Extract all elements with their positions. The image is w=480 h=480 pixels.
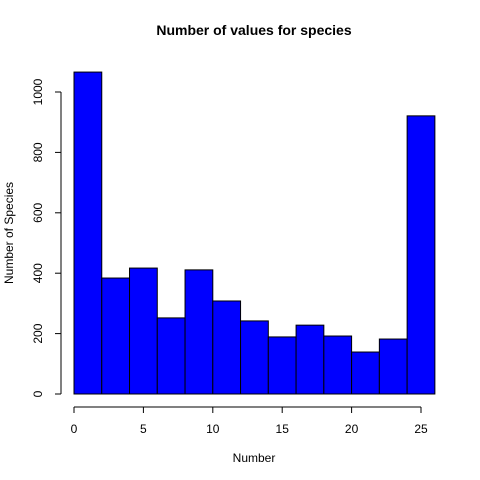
- y-axis-label: Number of Species: [2, 182, 16, 284]
- x-tick-label: 25: [414, 422, 428, 436]
- x-tick-label: 10: [206, 422, 220, 436]
- bar: [267, 336, 297, 395]
- x-axis-label: Number: [233, 451, 276, 465]
- bar: [351, 351, 380, 395]
- chart-title: Number of values for species: [156, 22, 352, 38]
- x-tick-label: 20: [345, 422, 359, 436]
- bar: [73, 71, 103, 395]
- y-tick-label: 800: [31, 142, 45, 162]
- y-tick-label: 0: [31, 390, 45, 397]
- bar: [129, 267, 158, 395]
- bar: [323, 335, 353, 395]
- x-tick-label: 5: [140, 422, 147, 436]
- y-tick-label: 400: [31, 263, 45, 283]
- y-tick-label: 1000: [31, 78, 45, 105]
- y-tick-label: 600: [31, 202, 45, 222]
- y-tick-label: 200: [31, 323, 45, 343]
- bar: [184, 269, 214, 395]
- bar: [406, 115, 436, 395]
- x-tick-label: 0: [71, 422, 78, 436]
- x-tick-label: 15: [276, 422, 290, 436]
- bar: [212, 300, 242, 395]
- bar: [240, 320, 269, 395]
- bar: [295, 324, 325, 395]
- bar: [378, 338, 408, 395]
- bar: [156, 317, 186, 395]
- bar: [101, 277, 131, 395]
